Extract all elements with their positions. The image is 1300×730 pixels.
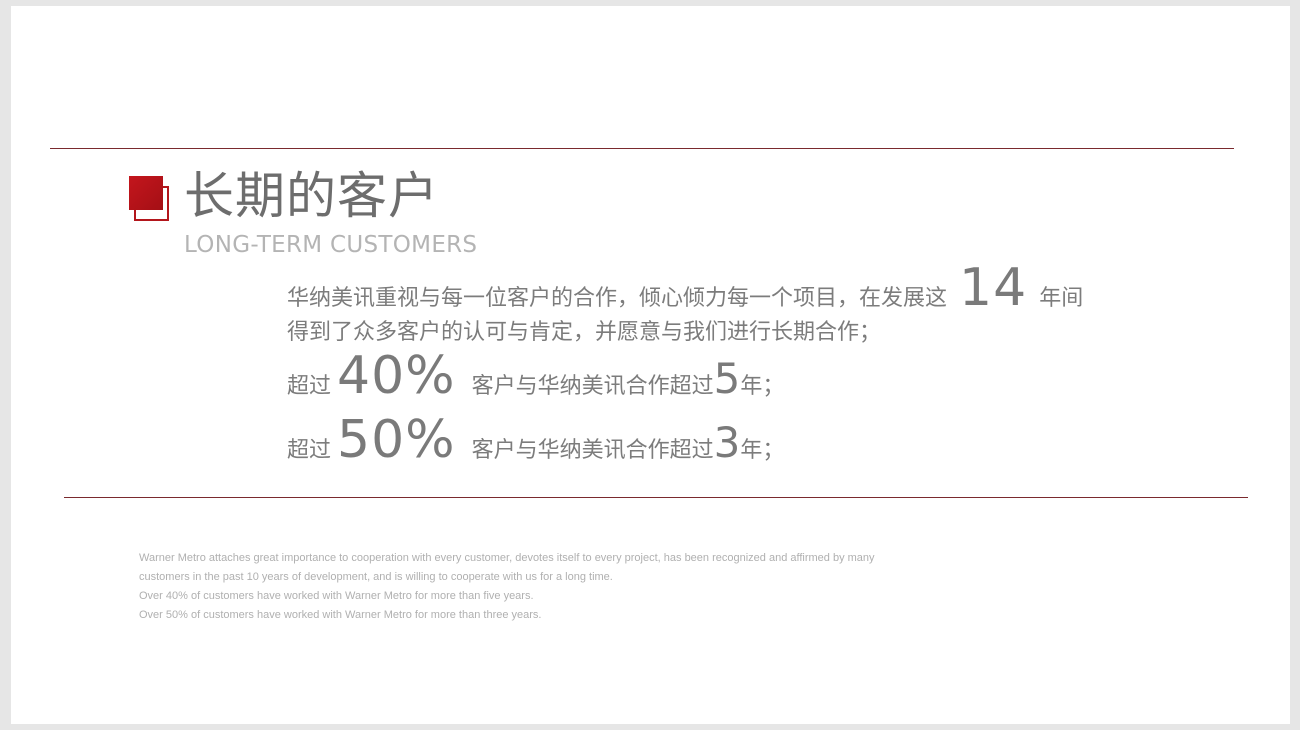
line4-percent: 50%	[337, 410, 456, 470]
english-line-2: customers in the past 10 years of develo…	[139, 571, 613, 583]
line1-number: 14	[959, 258, 1028, 318]
page-subtitle: LONG-TERM CUSTOMERS	[184, 232, 478, 258]
line4-suffix: 年；	[740, 438, 785, 463]
bottom-divider	[64, 497, 1248, 498]
english-line-3: Over 40% of customers have worked with W…	[139, 590, 534, 602]
body-line-2: 得到了众多客户的认可与肯定，并愿意与我们进行长期合作；	[287, 320, 882, 345]
english-line-1: Warner Metro attaches great importance t…	[139, 552, 875, 564]
english-line-4: Over 50% of customers have worked with W…	[139, 609, 542, 621]
red-square-logo-icon	[129, 176, 171, 222]
line4-prefix: 超过	[287, 438, 332, 463]
slide: 长期的客户 LONG-TERM CUSTOMERS 华纳美讯重视与每一位客户的合…	[11, 6, 1290, 724]
line3-years: 5	[713, 354, 741, 403]
line3-prefix: 超过	[287, 374, 332, 399]
line3-percent: 40%	[337, 346, 456, 406]
body-line-3: 超过 40% 客户与华纳美讯合作超过 5 年；	[287, 346, 784, 410]
line4-middle: 客户与华纳美讯合作超过	[471, 438, 714, 463]
body-line-4: 超过 50% 客户与华纳美讯合作超过 3 年；	[287, 410, 784, 474]
line3-suffix: 年；	[740, 374, 785, 399]
page-title: 长期的客户	[184, 167, 439, 225]
line1-text-before: 华纳美讯重视与每一位客户的合作，倾心倾力每一个项目，在发展这	[287, 286, 948, 311]
body-line-1: 华纳美讯重视与每一位客户的合作，倾心倾力每一个项目，在发展这 14 年间	[287, 258, 1083, 318]
top-divider	[50, 148, 1234, 149]
english-translation: Warner Metro attaches great importance t…	[139, 549, 939, 625]
line1-text-after: 年间	[1039, 286, 1084, 311]
logo-filled-square	[129, 176, 163, 210]
line3-middle: 客户与华纳美讯合作超过	[471, 374, 714, 399]
line4-years: 3	[713, 418, 741, 467]
